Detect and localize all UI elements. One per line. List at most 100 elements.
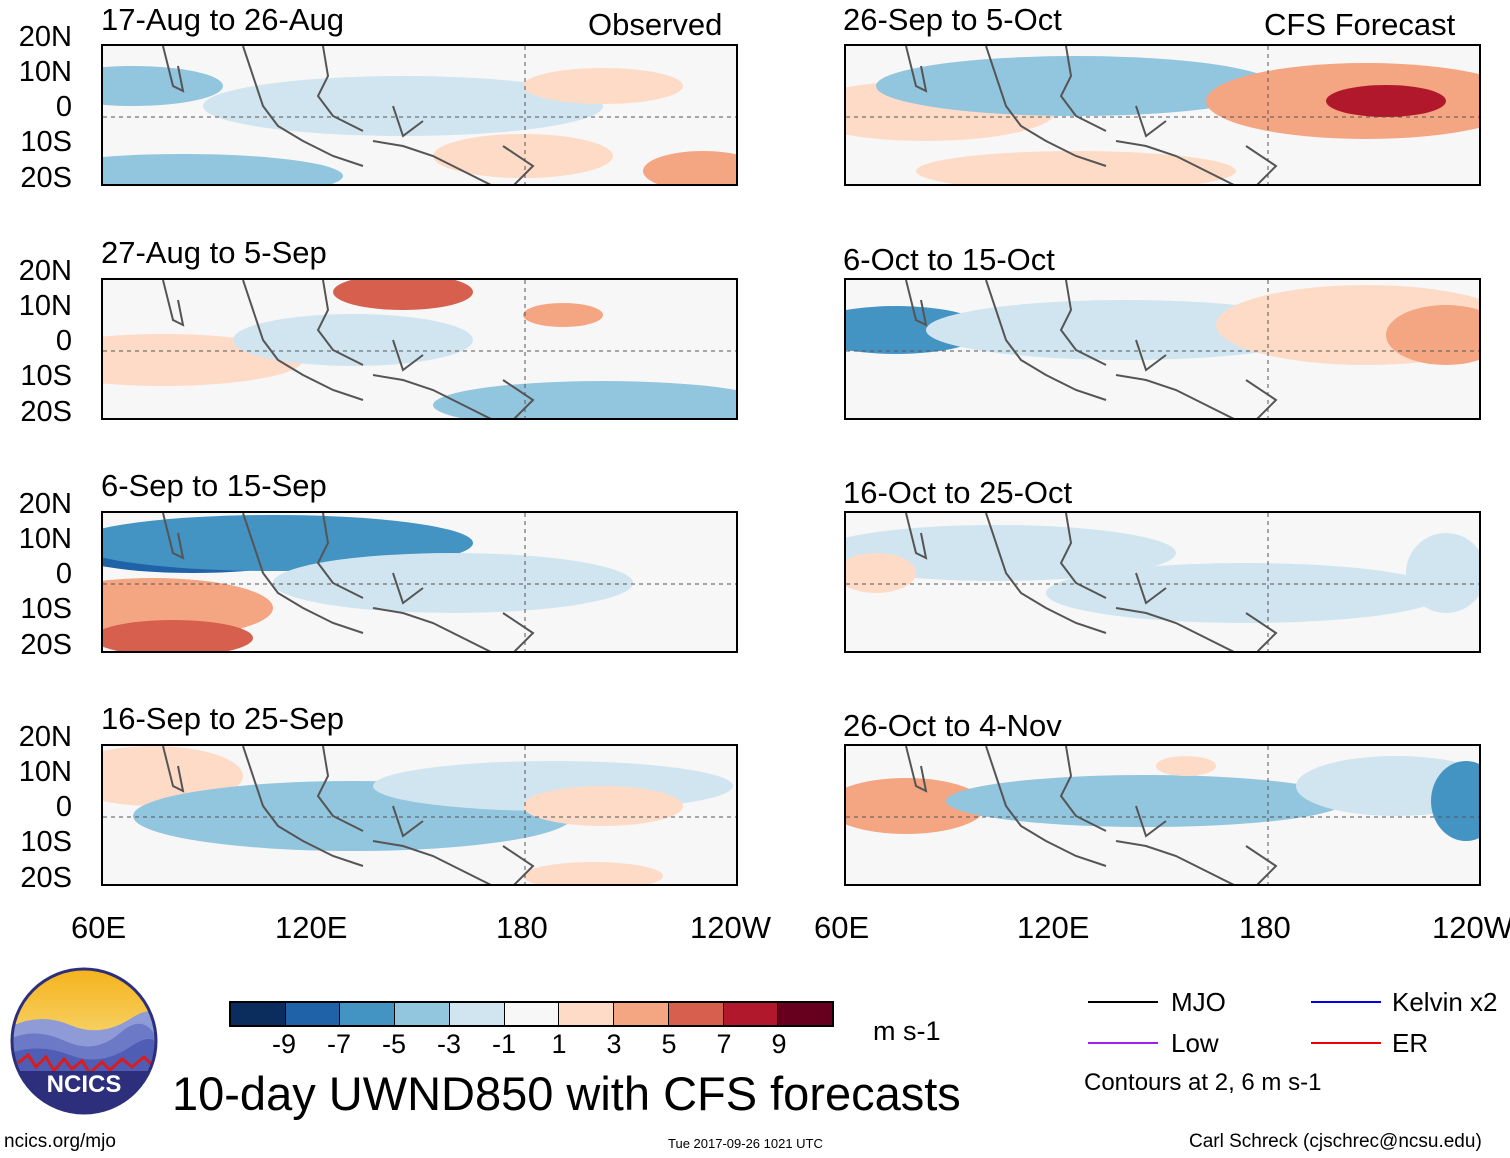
anomaly-region xyxy=(233,314,473,366)
coastline xyxy=(905,513,1278,651)
lat-tick: 20S xyxy=(20,862,72,894)
anomaly-region xyxy=(103,154,343,184)
map-field-fc-3 xyxy=(846,513,1479,651)
colorbar-tick: 1 xyxy=(551,1029,567,1059)
anomaly-region xyxy=(1386,305,1479,365)
legend-mjo-label: MJO xyxy=(1171,987,1226,1017)
colorbar-tick: -1 xyxy=(491,1029,516,1059)
map-field-obs-1 xyxy=(103,46,736,184)
lat-tick: 10N xyxy=(18,756,72,788)
map-panel-fc-3 xyxy=(844,511,1481,653)
colorbar-tick: 5 xyxy=(661,1029,677,1059)
anomaly-region xyxy=(876,56,1276,116)
lat-tick: 0 xyxy=(55,791,72,823)
coastline xyxy=(905,280,1278,418)
lat-tick: 20N xyxy=(18,255,72,287)
map-field-fc-1 xyxy=(846,46,1479,184)
colorbar-segment xyxy=(668,1003,724,1025)
legend-mjo-swatch xyxy=(1088,1001,1158,1003)
legend-er-label: ER xyxy=(1392,1028,1429,1058)
anomaly-region xyxy=(523,862,663,884)
lat-tick: 20S xyxy=(20,396,72,428)
map-field-obs-4 xyxy=(103,746,736,884)
anomaly-region xyxy=(946,775,1346,827)
anomaly-region xyxy=(1326,85,1446,117)
ncics-logo: NCICS xyxy=(10,967,158,1115)
anomaly-region xyxy=(333,280,473,310)
colorbar-segment xyxy=(723,1003,779,1025)
lat-tick: 20N xyxy=(18,488,72,520)
footer-author: Carl Schreck (cjschrec@ncsu.edu) xyxy=(1189,1131,1482,1152)
colorbar-segment xyxy=(778,1003,833,1025)
lon-tick-60e-fc: 60E xyxy=(814,910,870,945)
lat-tick: 20S xyxy=(20,162,72,194)
anomaly-region xyxy=(523,68,683,104)
anomaly-region xyxy=(433,134,613,178)
map-panel-fc-1 xyxy=(844,44,1481,186)
anomaly-region xyxy=(103,620,253,651)
anomaly-region xyxy=(1156,756,1216,776)
map-panel-obs-1 xyxy=(101,44,738,186)
legend-er-swatch xyxy=(1311,1042,1381,1044)
colorbar-tick: 7 xyxy=(716,1029,732,1059)
coastline xyxy=(162,280,535,418)
map-panel-obs-2 xyxy=(101,278,738,420)
coastline xyxy=(162,746,535,884)
panel-title-fc-2: 6-Oct to 15-Oct xyxy=(843,242,1055,277)
lon-tick-60e-obs: 60E xyxy=(71,910,127,945)
anomaly-region xyxy=(1046,563,1446,623)
legend-kelvin-label: Kelvin x2 xyxy=(1392,987,1498,1017)
coastline xyxy=(162,513,535,651)
coastline xyxy=(905,46,1278,184)
panel-title-obs-2: 27-Aug to 5-Sep xyxy=(101,235,327,270)
colorbar-segment xyxy=(449,1003,505,1025)
anomaly-region xyxy=(273,553,633,613)
colorbar-tick: -3 xyxy=(436,1029,461,1059)
colorbar-segment xyxy=(559,1003,615,1025)
map-field-obs-3 xyxy=(103,513,736,651)
colorbar-segment xyxy=(504,1003,560,1025)
colorbar-tick: -5 xyxy=(381,1029,406,1059)
anomaly-region xyxy=(846,525,1176,581)
lat-tick: 0 xyxy=(55,91,72,123)
colorbar-tick: 3 xyxy=(606,1029,622,1059)
coastline xyxy=(162,46,535,184)
lat-tick: 10S xyxy=(20,360,72,392)
observed-label: Observed xyxy=(588,7,723,42)
anomaly-region xyxy=(643,151,736,184)
map-field-obs-2 xyxy=(103,280,736,418)
lat-tick: 0 xyxy=(55,558,72,590)
map-panel-fc-2 xyxy=(844,278,1481,420)
footer-url[interactable]: ncics.org/mjo xyxy=(4,1131,116,1152)
logo-text: NCICS xyxy=(47,1071,122,1098)
colorbar-tick: 9 xyxy=(771,1029,787,1059)
lat-tick: 10N xyxy=(18,290,72,322)
lat-tick: 0 xyxy=(55,325,72,357)
lat-tick: 20S xyxy=(20,629,72,661)
panel-title-fc-3: 16-Oct to 25-Oct xyxy=(843,475,1073,510)
map-panel-fc-4 xyxy=(844,744,1481,886)
anomaly-region xyxy=(1406,533,1479,613)
map-field-fc-4 xyxy=(846,746,1479,884)
colorbar-segment xyxy=(285,1003,341,1025)
colorbar xyxy=(229,1001,834,1027)
colorbar-segment xyxy=(231,1003,286,1025)
panel-title-fc-1: 26-Sep to 5-Oct xyxy=(843,2,1062,37)
lat-tick: 20N xyxy=(18,721,72,753)
lon-tick-120e-fc: 120E xyxy=(1017,910,1090,945)
anomaly-region xyxy=(433,381,736,418)
anomaly-region xyxy=(916,151,1236,184)
colorbar-segment xyxy=(340,1003,396,1025)
lon-tick-120w-obs: 120W xyxy=(690,910,771,945)
contours-note: Contours at 2, 6 m s-1 xyxy=(1084,1069,1322,1096)
anomaly-region xyxy=(203,76,603,136)
anomaly-region xyxy=(846,778,986,834)
map-field-fc-2 xyxy=(846,280,1479,418)
lat-tick: 10S xyxy=(20,593,72,625)
colorbar-segment xyxy=(395,1003,450,1025)
panel-title-obs-3: 6-Sep to 15-Sep xyxy=(101,468,327,503)
lat-tick: 10S xyxy=(20,126,72,158)
lon-tick-180-obs: 180 xyxy=(496,910,548,945)
anomaly-region xyxy=(103,66,223,106)
colorbar-units: m s-1 xyxy=(873,1016,941,1046)
